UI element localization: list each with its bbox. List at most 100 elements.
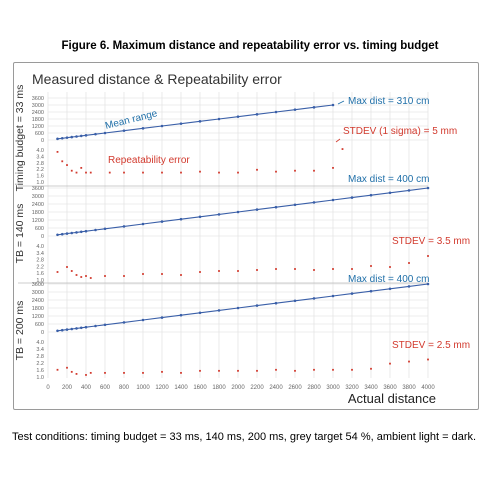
error-point xyxy=(66,164,68,166)
error-point xyxy=(370,367,372,370)
error-tick-label: 2.2 xyxy=(36,167,44,173)
error-point xyxy=(56,271,59,273)
range-point xyxy=(56,137,59,141)
range-point xyxy=(160,124,164,128)
range-point xyxy=(274,205,278,209)
range-tick-label: 3600 xyxy=(32,282,44,288)
range-point xyxy=(122,321,126,324)
stdev-arrow xyxy=(335,138,341,143)
range-point xyxy=(65,232,69,235)
error-point xyxy=(104,275,106,277)
error-point xyxy=(89,371,92,374)
error-point xyxy=(313,368,315,371)
range-point xyxy=(94,132,97,136)
range-point xyxy=(84,134,88,137)
range-point xyxy=(94,324,97,328)
error-point xyxy=(66,366,68,369)
range-tick-label: 1800 xyxy=(32,306,44,312)
range-point xyxy=(84,325,88,329)
range-point xyxy=(293,299,297,303)
x-tick-label: 1200 xyxy=(155,385,169,391)
range-tick-label: 0 xyxy=(41,234,44,240)
error-point xyxy=(89,171,92,174)
error-point xyxy=(75,373,78,375)
x-tick-label: 800 xyxy=(119,385,130,391)
error-point xyxy=(332,166,334,169)
error-point xyxy=(80,166,83,169)
range-point xyxy=(426,282,430,286)
range-point xyxy=(331,198,335,202)
range-tick-label: 2400 xyxy=(32,110,44,116)
range-tick-label: 0 xyxy=(41,138,44,144)
error-point xyxy=(408,262,410,264)
error-tick-label: 1.0 xyxy=(36,278,44,284)
error-point xyxy=(80,276,83,278)
range-point xyxy=(312,297,316,300)
error-point xyxy=(61,160,64,163)
range-point xyxy=(331,294,335,298)
x-tick-label: 400 xyxy=(81,385,92,391)
range-point xyxy=(65,136,69,139)
range-point xyxy=(122,129,126,132)
range-tick-label: 2400 xyxy=(32,298,44,304)
range-point xyxy=(274,301,278,305)
range-point xyxy=(70,231,74,235)
x-tick-label: 3200 xyxy=(345,385,359,391)
error-point xyxy=(237,270,239,272)
range-point xyxy=(70,135,74,139)
error-point xyxy=(389,362,391,365)
chart-title: Measured distance & Repeatability error xyxy=(32,71,282,87)
error-point xyxy=(142,371,144,374)
x-tick-label: 1800 xyxy=(212,385,226,391)
error-point xyxy=(161,171,163,174)
error-point xyxy=(142,273,144,275)
error-point xyxy=(351,268,353,270)
range-point xyxy=(84,229,88,233)
error-tick-label: 2.8 xyxy=(36,161,44,167)
range-tick-label: 600 xyxy=(35,322,44,328)
error-point xyxy=(66,266,68,268)
error-point xyxy=(123,371,125,374)
x-tick-label: 2000 xyxy=(231,385,245,391)
error-tick-label: 3.4 xyxy=(36,154,44,160)
range-point xyxy=(179,122,183,125)
error-point xyxy=(218,369,220,372)
error-point xyxy=(85,171,87,174)
error-tick-label: 2.8 xyxy=(36,258,44,264)
range-point xyxy=(350,292,354,295)
error-point xyxy=(294,369,296,372)
error-point xyxy=(180,171,182,174)
error-point xyxy=(85,374,87,376)
error-tick-label: 1.0 xyxy=(36,375,44,381)
x-tick-label: 2800 xyxy=(307,385,321,391)
x-tick-label: 4000 xyxy=(421,385,435,391)
error-point xyxy=(351,368,353,371)
error-point xyxy=(161,370,163,373)
range-tick-label: 0 xyxy=(41,330,44,336)
error-point xyxy=(199,170,201,173)
range-point xyxy=(293,108,297,111)
max-dist-label: Max dist = 400 cm xyxy=(348,274,429,285)
stdev-label: STDEV = 3.5 mm xyxy=(392,236,470,247)
range-point xyxy=(179,313,183,317)
range-point xyxy=(198,120,202,123)
range-tick-label: 1200 xyxy=(32,314,44,320)
range-point xyxy=(331,103,335,107)
range-point xyxy=(217,213,221,216)
error-point xyxy=(199,271,201,273)
error-point xyxy=(123,275,125,277)
range-point xyxy=(141,318,145,322)
error-tick-label: 1.6 xyxy=(36,271,44,277)
error-point xyxy=(256,369,258,372)
range-tick-label: 3000 xyxy=(32,103,44,109)
error-point xyxy=(237,171,239,174)
x-tick-label: 3000 xyxy=(326,385,340,391)
range-point xyxy=(103,227,107,231)
x-tick-label: 3800 xyxy=(402,385,416,391)
range-point xyxy=(255,208,259,211)
error-point xyxy=(70,169,73,172)
y-axis-label: Timing budget = 33 ms xyxy=(14,85,26,192)
error-point xyxy=(313,169,315,172)
range-point xyxy=(407,285,411,288)
x-tick-label: 1600 xyxy=(193,385,207,391)
